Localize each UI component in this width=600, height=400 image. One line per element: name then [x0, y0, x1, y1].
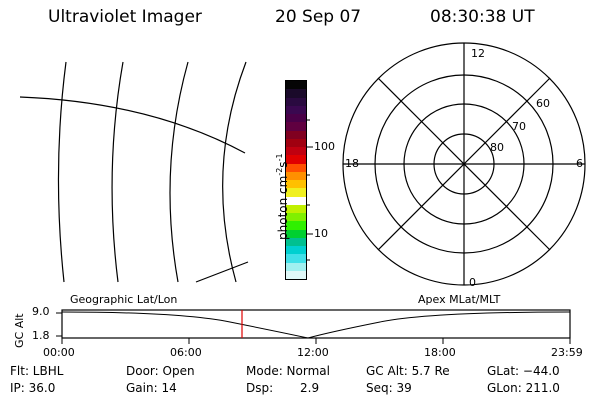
colorbar-band — [286, 81, 306, 90]
mlt-label-12: 12 — [471, 47, 485, 60]
map-longitude-line — [169, 61, 189, 283]
status-seq: Seq: 39 — [366, 381, 412, 395]
mlat-label-80: 80 — [490, 141, 504, 154]
timeline-ytick-1-8: 1.8 — [32, 329, 50, 342]
time-label: 08:30:38 UT — [430, 7, 535, 27]
mlt-label-0: 0 — [469, 276, 476, 289]
polar-ring-80 — [433, 133, 495, 195]
timeline-left-title: Geographic Lat/Lon — [70, 293, 178, 306]
colorbar-band — [286, 196, 306, 205]
timeline-xtick-0600: 06:00 — [170, 346, 202, 359]
status-ip: IP: 36.0 — [10, 381, 56, 395]
colorbar-band — [286, 213, 306, 222]
colorbar-band — [286, 105, 306, 114]
map-latitude-line — [19, 96, 246, 154]
polar-ring-60 — [374, 74, 554, 254]
colorbar-band — [286, 246, 306, 255]
status-filter: Flt: LBHL — [10, 364, 64, 378]
mlat-label-60: 60 — [536, 97, 550, 110]
colorbar-band — [286, 270, 306, 279]
colorbar-unit-label: photon cm-2s-1 — [275, 153, 290, 240]
timeline-frame — [61, 309, 571, 339]
orbit-altitude-curve — [61, 311, 571, 339]
polar-diagonal — [377, 77, 551, 251]
status-glon: GLon: 211.0 — [487, 381, 560, 395]
status-door: Door: Open — [126, 364, 195, 378]
colorbar-unit-exp2: -1 — [275, 153, 284, 162]
timeline-ytick-9: 9.0 — [32, 305, 50, 318]
colorbar-band — [286, 155, 306, 164]
colorbar-tick-10: 10 — [314, 227, 328, 240]
map-longitude-line — [222, 61, 247, 283]
status-gain: Gain: 14 — [126, 381, 177, 395]
colorbar-band — [286, 188, 306, 197]
colorbar-band — [286, 254, 306, 263]
mlt-label-18: 18 — [345, 157, 359, 170]
timeline-xtick-2359: 23:59 — [551, 346, 583, 359]
colorbar-band — [286, 229, 306, 238]
map-longitude-line — [111, 61, 124, 283]
instrument-title: Ultraviolet Imager — [48, 7, 202, 27]
colorbar-band — [286, 204, 306, 213]
colorbar-unit-text: photon cm — [276, 175, 290, 240]
status-dsp-label: Dsp: — [246, 381, 274, 395]
map-latitude-line — [195, 261, 249, 283]
colorbar-band — [286, 180, 306, 189]
colorbar-band — [286, 89, 306, 98]
colorbar-band — [286, 262, 306, 271]
timeline-xtick-0000: 00:00 — [43, 346, 75, 359]
colorbar-band — [286, 147, 306, 156]
timeline-right-title: Apex MLat/MLT — [418, 293, 501, 306]
colorbar-unit-s: s — [276, 161, 290, 168]
timeline-ylabel: GC Alt — [13, 313, 26, 348]
status-dsp-value: 2.9 — [300, 381, 320, 395]
colorbar-band — [286, 163, 306, 172]
status-glat: GLat: −44.0 — [487, 364, 560, 378]
polar-ring-outer — [342, 42, 586, 286]
colorbar-band — [286, 130, 306, 139]
colorbar-band — [286, 122, 306, 131]
colorbar-band — [286, 221, 306, 230]
status-mode: Mode: Normal — [246, 364, 330, 378]
timeline-xtick-1800: 18:00 — [424, 346, 456, 359]
colorbar-unit-exp1: -2 — [275, 167, 284, 176]
colorbar-band — [286, 114, 306, 123]
polar-diagonal — [377, 77, 551, 251]
colorbar-band — [286, 97, 306, 106]
status-gc-alt: GC Alt: 5.7 Re — [366, 364, 450, 378]
colorbar-band — [286, 171, 306, 180]
polar-ring-70 — [403, 103, 525, 225]
date-label: 20 Sep 07 — [275, 7, 362, 27]
timeline-xtick-1200: 12:00 — [297, 346, 329, 359]
colorbar-band — [286, 138, 306, 147]
colorbar-tick-100: 100 — [314, 140, 335, 153]
mlat-label-70: 70 — [512, 120, 526, 133]
mlt-label-6: 6 — [576, 157, 583, 170]
colorbar — [285, 80, 307, 280]
colorbar-band — [286, 237, 306, 246]
map-longitude-line — [57, 61, 67, 283]
